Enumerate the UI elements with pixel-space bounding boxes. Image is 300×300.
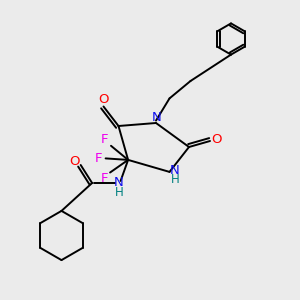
Text: H: H <box>170 173 179 186</box>
Text: O: O <box>211 133 222 146</box>
Text: H: H <box>115 186 124 199</box>
Text: F: F <box>100 172 108 185</box>
Text: O: O <box>98 93 109 106</box>
Text: N: N <box>170 164 180 177</box>
Text: N: N <box>152 111 162 124</box>
Text: O: O <box>69 155 79 168</box>
Text: F: F <box>101 133 109 146</box>
Text: F: F <box>95 152 103 165</box>
Text: N: N <box>114 176 124 190</box>
